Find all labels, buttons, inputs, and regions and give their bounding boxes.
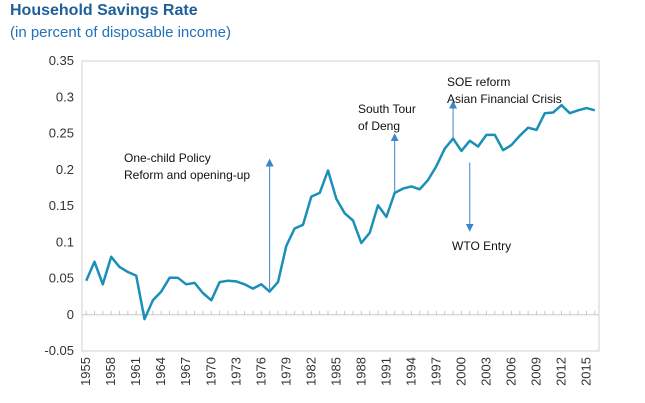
y-tick-label: -0.05 <box>44 343 74 358</box>
y-tick-label: 0 <box>67 307 74 322</box>
x-tick-label: 2009 <box>528 357 543 386</box>
y-tick-label: 0.3 <box>56 89 74 104</box>
x-tick-label: 1979 <box>278 357 293 386</box>
x-tick-label: 1970 <box>203 357 218 386</box>
x-tick-label: 1988 <box>353 357 368 386</box>
annotation-label: SOE reform <box>447 75 510 89</box>
x-tick-label: 2003 <box>478 357 493 386</box>
x-tick-label: 1964 <box>153 357 168 386</box>
plot-frame <box>81 60 600 352</box>
x-tick-label: 1961 <box>128 357 143 386</box>
series-line <box>85 103 596 321</box>
x-tick-label: 1991 <box>378 357 393 386</box>
y-tick-label: 0.15 <box>49 198 74 213</box>
x-tick-label: 1958 <box>103 357 118 386</box>
y-tick-label: 0.35 <box>49 53 74 68</box>
x-tick-label: 1973 <box>228 357 243 386</box>
x-tick-label: 2000 <box>453 357 468 386</box>
y-tick-label: 0.2 <box>56 162 74 177</box>
x-tick-label: 2012 <box>553 357 568 386</box>
annotation-label: of Deng <box>358 119 400 133</box>
x-tick-label: 1955 <box>78 357 93 386</box>
x-tick-label: 1982 <box>303 357 318 386</box>
x-tick-label: 1976 <box>253 357 268 386</box>
annotation-label: Reform and opening-up <box>124 168 250 182</box>
x-tick-label: 2015 <box>578 357 593 386</box>
chart-subtitle: (in percent of disposable income) <box>10 24 231 41</box>
x-tick-label: 2006 <box>503 357 518 386</box>
y-tick-label: 0.1 <box>56 234 74 249</box>
y-tick-label: 0.25 <box>49 126 74 141</box>
x-tick-label: 1994 <box>403 357 418 386</box>
annotation-label: South Tour <box>358 102 416 116</box>
x-tick-label: 1997 <box>428 357 443 386</box>
x-tick-label: 1967 <box>178 357 193 386</box>
chart-title: Household Savings Rate <box>10 2 198 19</box>
x-tick-label: 1985 <box>328 357 343 386</box>
annotation-label: One-child Policy <box>124 151 211 165</box>
annotation-label: WTO Entry <box>452 239 511 253</box>
annotation-label: Asian Financial Crisis <box>447 92 562 106</box>
y-tick-label: 0.05 <box>49 271 74 286</box>
